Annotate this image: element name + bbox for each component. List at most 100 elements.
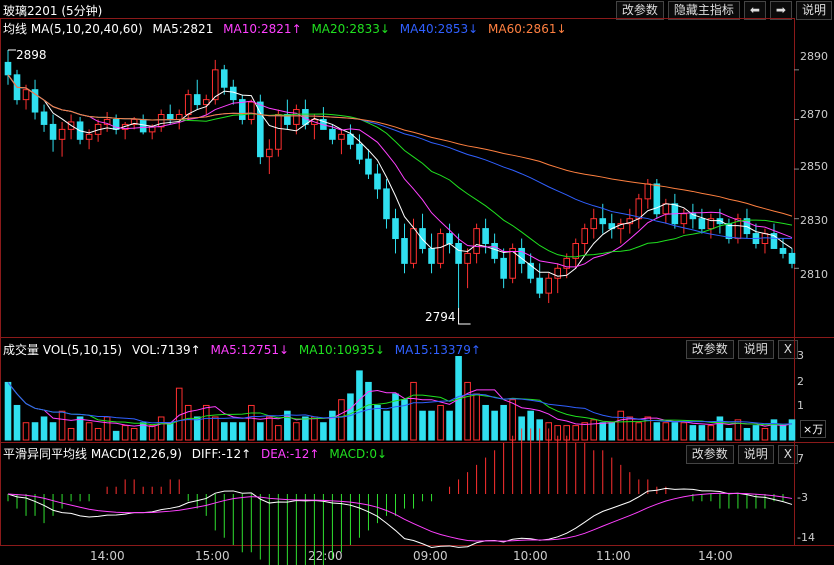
chart-title: 玻璃2201 (5分钟) [3,4,103,18]
volume-bar [464,381,471,441]
volume-bar [779,425,787,441]
vol-unit-label: ×万 [800,420,827,438]
diff-line [7,487,793,548]
candle-body [779,247,787,254]
volume-bar [581,422,589,441]
macd-legend-macd: MACD:0↓ [329,447,388,461]
candle-body [383,188,390,220]
vol-legend-label: 成交量 VOL(5,10,15) [3,343,123,357]
candle-body [680,213,688,225]
volume-bar [437,404,444,441]
time-label: 15:00 [195,549,230,563]
candle-body [446,233,453,244]
candle-body [563,257,571,269]
volume-bar [329,410,336,441]
volume-bar [410,381,417,441]
help-button[interactable]: 说明 [795,1,832,20]
candle-body [40,111,48,125]
vol-ma15-line [7,382,793,425]
vol-y-tick-2: 2 [797,375,804,388]
volume-bar [428,410,435,441]
candle-body [482,228,489,245]
candle-body [761,233,769,244]
vol-ma10-line [7,382,793,426]
macd-change-params-button[interactable]: 改参数 [685,445,734,464]
candle-body [211,69,219,101]
volume-bar [13,404,21,441]
volume-bar [293,422,300,441]
candle-body [374,173,381,190]
volume-bar [121,425,129,441]
volume-bar [229,422,237,441]
volume-bar [248,404,255,441]
volume-bar [166,422,174,441]
volume-bar [689,425,697,441]
chart-frame [0,18,795,546]
volume-bar [184,404,192,441]
candle-body [662,203,670,215]
main-legend: 均线 MA(5,10,20,40,60) MA5:2821 MA10:2821↑… [3,20,573,37]
top-toolbar: 改参数 隐藏主指标 ⬅ ➡ 说明 [615,1,832,20]
candle-body [103,118,111,125]
volume-bar [40,416,48,441]
vol-close-icon[interactable]: X [777,340,798,359]
y-tick-2810: 2810 [800,268,828,281]
volume-bar [31,422,39,441]
candle-body [220,69,228,88]
macd-y-tick-neg3: -3 [797,491,808,504]
time-label: 14:00 [90,549,125,563]
candle-body [293,109,300,125]
volume-bar [671,422,679,441]
volume-bar [743,427,751,441]
volume-bar [761,427,769,441]
prev-arrow-icon[interactable]: ⬅ [743,1,766,20]
volume-bar [572,425,580,441]
volume-bar [590,419,598,441]
volume-bar [284,410,291,441]
volume-bar [401,399,408,441]
vol-y-tick-3: 3 [797,349,804,362]
volume-bar [482,404,489,441]
volume-bar [707,425,715,441]
candle-body [85,133,93,140]
candle-body [248,101,255,120]
candle-body [509,247,516,279]
candle-body [599,218,607,225]
macd-help-button[interactable]: 说明 [737,445,774,464]
change-params-button[interactable]: 改参数 [615,1,664,20]
macd-close-icon[interactable]: X [777,445,798,464]
time-label: 11:00 [596,549,631,563]
hide-main-indicator-button[interactable]: 隐藏主指标 [667,1,740,20]
vol-help-button[interactable]: 说明 [737,340,774,359]
macd-y-tick-neg14: -14 [797,531,815,544]
volume-bar [338,399,345,441]
vol-legend-ma15: MA15:13379↑ [394,343,481,357]
candle-body [590,218,598,230]
legend-ma-label: 均线 MA(5,10,20,40,60) [3,22,143,36]
volume-bar [473,393,480,441]
y-tick-2870: 2870 [800,108,828,121]
volume-bar [500,404,507,441]
volume-bar [374,404,381,441]
candle-body [473,228,480,254]
candle-body [239,99,246,120]
volume-bar [157,416,165,441]
volume-bar [266,416,273,441]
candle-body [698,218,706,230]
time-label: 10:00 [513,549,548,563]
macd-legend-diff: DIFF:-12↑ [191,447,252,461]
volume-bar [788,419,796,441]
ma5-line [7,74,793,277]
volume-bar [644,416,652,441]
volume-bar [58,410,66,441]
time-label: 14:00 [698,549,733,563]
vol-change-params-button[interactable]: 改参数 [685,340,734,359]
volume-bar [202,404,210,441]
volume-bar [356,370,363,441]
ma60-line [7,74,793,217]
candle-body [536,277,543,294]
candle-body [410,228,417,264]
next-arrow-icon[interactable]: ➡ [769,1,792,20]
volume-bar [608,422,616,441]
